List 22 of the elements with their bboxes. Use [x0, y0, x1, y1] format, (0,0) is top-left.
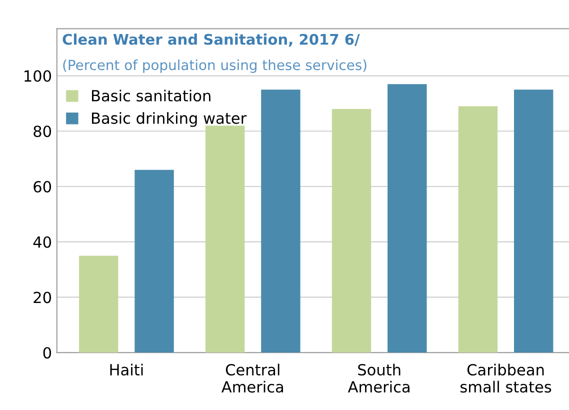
y-tick-label: 40 [33, 236, 52, 248]
chart-title: Clean Water and Sanitation, 2017 6/ [62, 34, 360, 47]
bar [332, 108, 372, 353]
bar [388, 84, 427, 353]
legend-label: Basic sanitation [92, 90, 210, 102]
legend-label: Basic drinking water [92, 112, 247, 127]
x-tick-label: South America [348, 364, 410, 393]
x-tick-label: Haiti [110, 364, 143, 376]
y-tick-label: 20 [34, 292, 52, 304]
bar [205, 126, 245, 353]
y-tick-label: 100 [24, 70, 52, 82]
bar [79, 256, 118, 353]
bar [261, 90, 300, 353]
x-tick-label: Central America [222, 364, 284, 393]
x-tick-label: Caribbean small states [460, 364, 552, 393]
y-tick-label: 80 [34, 126, 52, 138]
text: (Percent of population using these services) [63, 59, 366, 73]
y-tick-label: 0 [43, 347, 52, 359]
bar [134, 170, 174, 353]
bar [514, 90, 554, 353]
bar [458, 106, 498, 353]
y-tick-label: 60 [34, 180, 52, 193]
